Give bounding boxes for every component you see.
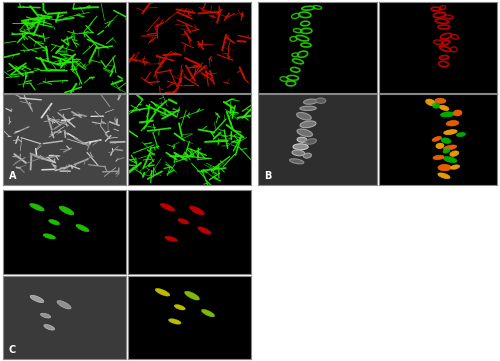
Ellipse shape	[297, 129, 312, 136]
Ellipse shape	[450, 165, 460, 169]
Ellipse shape	[296, 113, 312, 120]
Ellipse shape	[432, 136, 442, 141]
Ellipse shape	[443, 149, 450, 153]
Ellipse shape	[293, 144, 308, 150]
Ellipse shape	[43, 234, 56, 239]
Ellipse shape	[292, 150, 304, 156]
Ellipse shape	[184, 291, 200, 300]
Ellipse shape	[450, 151, 459, 156]
Ellipse shape	[438, 164, 452, 171]
Ellipse shape	[165, 236, 177, 242]
Ellipse shape	[304, 153, 312, 158]
Ellipse shape	[297, 137, 307, 142]
Ellipse shape	[433, 155, 444, 160]
Ellipse shape	[174, 305, 186, 310]
Ellipse shape	[438, 173, 450, 179]
Ellipse shape	[439, 105, 449, 110]
Ellipse shape	[446, 121, 459, 126]
Text: A: A	[8, 171, 16, 180]
Ellipse shape	[426, 99, 436, 106]
Ellipse shape	[444, 130, 457, 135]
Ellipse shape	[290, 159, 304, 164]
Ellipse shape	[435, 98, 446, 103]
Text: B: B	[264, 171, 272, 180]
Ellipse shape	[440, 112, 454, 117]
Ellipse shape	[304, 99, 318, 104]
Ellipse shape	[198, 227, 211, 234]
Ellipse shape	[30, 295, 44, 303]
Ellipse shape	[40, 313, 50, 318]
Ellipse shape	[59, 206, 74, 215]
Ellipse shape	[190, 206, 204, 215]
Ellipse shape	[306, 139, 316, 144]
Ellipse shape	[444, 157, 457, 162]
Ellipse shape	[155, 288, 170, 296]
Ellipse shape	[453, 110, 462, 116]
Ellipse shape	[300, 121, 316, 128]
Ellipse shape	[436, 143, 444, 148]
Ellipse shape	[168, 319, 181, 324]
Ellipse shape	[160, 203, 174, 211]
Ellipse shape	[456, 132, 466, 136]
Ellipse shape	[432, 103, 440, 108]
Ellipse shape	[30, 203, 44, 211]
Ellipse shape	[76, 224, 89, 232]
Ellipse shape	[444, 145, 456, 150]
Ellipse shape	[316, 98, 326, 103]
Ellipse shape	[441, 138, 451, 143]
Ellipse shape	[44, 325, 54, 330]
Ellipse shape	[48, 219, 60, 225]
Ellipse shape	[300, 106, 316, 110]
Text: C: C	[8, 345, 16, 355]
Ellipse shape	[57, 301, 71, 309]
Ellipse shape	[178, 219, 189, 224]
Ellipse shape	[202, 309, 214, 317]
